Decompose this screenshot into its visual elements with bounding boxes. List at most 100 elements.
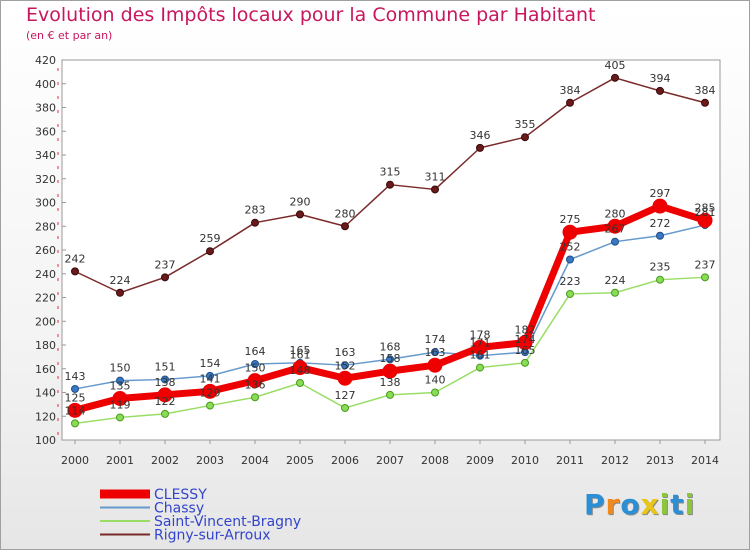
chart-lines — [67, 73, 713, 428]
logo-letter: i — [659, 488, 671, 521]
data-label: 272 — [650, 217, 671, 230]
data-label: 224 — [605, 274, 626, 287]
data-label: 161 — [290, 349, 311, 362]
data-point — [566, 289, 574, 298]
data-label: 154 — [200, 357, 221, 370]
data-point — [607, 218, 623, 234]
y-tick-label: 400 — [35, 78, 56, 91]
data-label: 178 — [470, 328, 491, 341]
data-label: 405 — [605, 59, 626, 72]
chart-data-labels: 242 224 237 259 283 290 280 315 311 346 355 384 405 3… — [65, 59, 716, 418]
x-tick-label: 2014 — [691, 454, 719, 467]
data-point — [341, 403, 349, 412]
data-point — [247, 373, 263, 389]
data-label: 171 — [470, 337, 491, 350]
data-point — [656, 86, 664, 95]
x-tick-label: 2003 — [196, 454, 224, 467]
legend-label: Saint-Vincent-Bragny — [154, 514, 301, 530]
data-label: 151 — [155, 360, 176, 373]
data-point — [251, 393, 259, 402]
data-point — [116, 288, 124, 297]
data-point — [517, 335, 533, 351]
data-label: 138 — [155, 376, 176, 389]
data-label: 136 — [245, 378, 266, 391]
data-point — [202, 383, 218, 399]
data-label: 140 — [425, 374, 446, 387]
data-label: 311 — [425, 170, 446, 183]
data-label: 285 — [695, 201, 716, 214]
data-point — [116, 413, 124, 422]
data-point — [292, 360, 308, 376]
data-label: 384 — [560, 84, 581, 97]
data-label: 355 — [515, 118, 536, 131]
data-point — [431, 348, 439, 357]
data-label: 267 — [605, 223, 626, 236]
data-point — [157, 387, 173, 403]
y-tick-label: 320 — [35, 173, 56, 186]
data-point — [521, 358, 529, 367]
data-label: 237 — [695, 258, 716, 271]
x-tick-label: 2005 — [286, 454, 314, 467]
legend-label: Rigny-sur-Arroux — [154, 528, 271, 544]
data-point — [652, 198, 668, 214]
data-point — [251, 360, 259, 368]
y-tick-label: 260 — [35, 244, 56, 257]
data-label: 141 — [200, 372, 221, 385]
data-point — [67, 402, 83, 418]
data-label: 163 — [335, 346, 356, 359]
data-point — [521, 133, 529, 142]
x-tick-label: 2010 — [511, 454, 539, 467]
y-tick-label: 340 — [35, 149, 56, 162]
data-label: 129 — [200, 387, 221, 400]
data-label: 114 — [65, 404, 86, 417]
y-tick-label: 380 — [35, 102, 56, 115]
data-point — [251, 218, 259, 227]
x-tick-label: 2008 — [421, 454, 449, 467]
data-label: 164 — [245, 345, 266, 358]
x-tick-label: 2013 — [646, 454, 674, 467]
data-label: 127 — [335, 389, 356, 402]
data-label: 281 — [695, 206, 716, 219]
data-point — [611, 237, 619, 246]
data-label: 122 — [155, 395, 176, 408]
data-label: 165 — [290, 344, 311, 357]
x-tick-label: 2001 — [106, 454, 134, 467]
logo-letter: i — [684, 488, 696, 521]
data-label: 275 — [560, 213, 581, 226]
data-point — [611, 288, 619, 297]
data-point — [206, 401, 214, 410]
data-point — [161, 409, 169, 418]
data-label: 280 — [335, 207, 356, 220]
data-point — [386, 355, 394, 364]
x-tick-label: 2000 — [61, 454, 89, 467]
data-label: 252 — [560, 241, 581, 254]
data-point — [611, 73, 619, 82]
data-point — [656, 275, 664, 284]
data-point — [472, 339, 488, 355]
data-label: 143 — [65, 370, 86, 383]
data-label: 315 — [380, 166, 401, 179]
data-label: 242 — [65, 252, 86, 265]
logo-letter: x — [640, 488, 660, 521]
y-tick-label: 180 — [35, 339, 56, 352]
logo-letter: r — [605, 488, 621, 521]
data-point — [116, 376, 124, 385]
y-tick-label: 220 — [35, 292, 56, 305]
data-label: 297 — [650, 187, 671, 200]
data-label: 283 — [245, 204, 266, 217]
data-label: 119 — [110, 398, 131, 411]
data-label: 235 — [650, 261, 671, 274]
data-point — [431, 388, 439, 397]
data-point — [341, 222, 349, 231]
data-point — [656, 231, 664, 240]
data-point — [161, 375, 169, 384]
chart-title: Evolution des Impôts locaux pour la Comm… — [26, 4, 596, 26]
data-point — [386, 390, 394, 399]
x-tick-label: 2006 — [331, 454, 359, 467]
data-label: 394 — [650, 72, 671, 85]
data-point — [697, 212, 713, 228]
data-label: 150 — [110, 362, 131, 375]
data-label: 259 — [200, 232, 221, 245]
proxiti-logo: Proxiti — [584, 488, 695, 521]
